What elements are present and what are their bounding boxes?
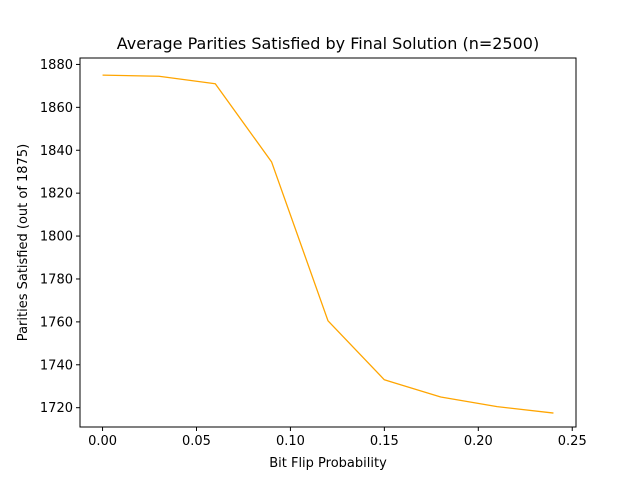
x-tick-label: 0.20 xyxy=(464,434,493,449)
chart-title: Average Parities Satisfied by Final Solu… xyxy=(117,34,539,53)
x-tick-label: 0.00 xyxy=(88,434,117,449)
y-axis: 1720 1740 1760 1780 1800 1820 1840 1860 1880 xyxy=(40,58,80,416)
x-tick-label: 0.10 xyxy=(276,434,305,449)
y-tick-label: 1880 xyxy=(40,58,73,73)
y-tick-label: 1840 xyxy=(40,144,73,159)
y-axis-label: Parities Satisfied (out of 1875) xyxy=(16,144,31,341)
series-line xyxy=(102,74,554,414)
y-tick-label: 1800 xyxy=(40,230,73,245)
y-tick-label: 1780 xyxy=(40,272,73,287)
x-axis-label: Bit Flip Probability xyxy=(269,456,387,471)
y-tick-label: 1740 xyxy=(40,358,73,373)
x-axis: 0.00 0.05 0.10 0.15 0.20 0.25 xyxy=(88,427,587,449)
x-tick-label: 0.25 xyxy=(558,434,587,449)
x-tick-label: 0.05 xyxy=(182,434,211,449)
x-tick-label: 0.15 xyxy=(370,434,399,449)
series-layer xyxy=(102,74,554,414)
y-tick-label: 1860 xyxy=(40,101,73,116)
y-tick-label: 1720 xyxy=(40,401,73,416)
y-tick-label: 1820 xyxy=(40,187,73,202)
plot-area xyxy=(79,57,577,428)
y-tick-label: 1760 xyxy=(40,315,73,330)
